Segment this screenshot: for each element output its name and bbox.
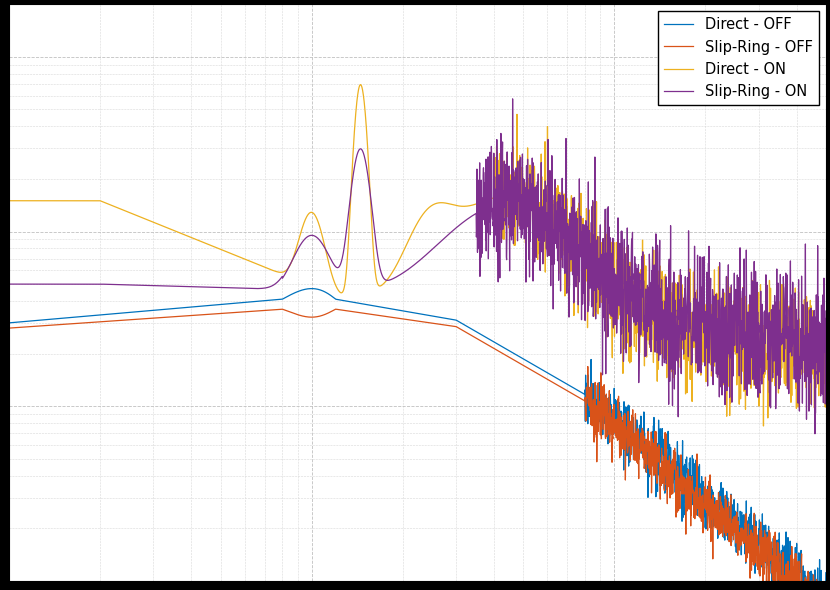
Slip-Ring - OFF: [318, 312, 328, 319]
Slip-Ring - ON: [717, 391, 727, 398]
Slip-Ring - OFF: [146, 314, 156, 322]
Direct - ON: [355, 81, 365, 88]
Direct - ON: [759, 422, 769, 430]
Direct - ON: [805, 297, 815, 304]
Slip-Ring - OFF: [277, 306, 287, 313]
Line: Slip-Ring - ON: Slip-Ring - ON: [9, 99, 826, 434]
Direct - ON: [821, 371, 830, 378]
Line: Direct - ON: Direct - ON: [9, 84, 826, 426]
Slip-Ring - ON: [353, 149, 363, 156]
Line: Slip-Ring - OFF: Slip-Ring - OFF: [9, 309, 826, 590]
Direct - OFF: [353, 300, 363, 307]
Slip-Ring - OFF: [353, 309, 363, 316]
Slip-Ring - ON: [97, 281, 107, 288]
Direct - ON: [146, 218, 156, 225]
Slip-Ring - ON: [508, 96, 518, 103]
Slip-Ring - ON: [4, 281, 14, 288]
Direct - OFF: [318, 287, 328, 294]
Direct - OFF: [717, 508, 727, 515]
Slip-Ring - ON: [805, 306, 815, 313]
Line: Direct - OFF: Direct - OFF: [9, 289, 826, 590]
Direct - OFF: [821, 569, 830, 576]
Direct - OFF: [146, 307, 156, 314]
Legend: Direct - OFF, Slip-Ring - OFF, Direct - ON, Slip-Ring - ON: Direct - OFF, Slip-Ring - OFF, Direct - …: [658, 11, 818, 105]
Direct - ON: [317, 232, 327, 240]
Direct - OFF: [4, 319, 14, 326]
Slip-Ring - OFF: [97, 318, 107, 325]
Slip-Ring - ON: [810, 430, 820, 437]
Direct - ON: [97, 198, 107, 205]
Slip-Ring - ON: [317, 240, 327, 247]
Slip-Ring - OFF: [4, 324, 14, 332]
Direct - ON: [4, 197, 14, 204]
Direct - ON: [717, 329, 727, 336]
Slip-Ring - OFF: [717, 525, 727, 532]
Slip-Ring - ON: [821, 394, 830, 401]
Direct - OFF: [306, 285, 316, 292]
Slip-Ring - ON: [146, 282, 156, 289]
Direct - ON: [353, 91, 363, 99]
Direct - OFF: [97, 312, 107, 319]
